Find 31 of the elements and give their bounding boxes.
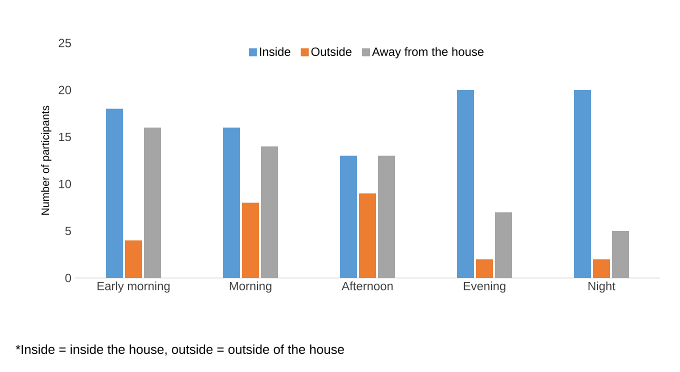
bar <box>223 128 240 278</box>
bar <box>495 212 512 278</box>
y-tick-label: 0 <box>65 274 72 282</box>
legend-label: Inside <box>260 47 290 56</box>
y-tick-label: 15 <box>59 132 71 142</box>
x-tick-label: Night <box>588 282 616 293</box>
y-tick-label: 10 <box>59 180 72 188</box>
x-tick-label: Morning <box>230 282 272 293</box>
bar <box>125 240 142 278</box>
bar <box>593 259 610 278</box>
y-axis-title: Number of participants <box>41 106 52 215</box>
bar <box>457 90 474 278</box>
bar <box>242 202 260 278</box>
x-tick-label: Early morning <box>98 282 170 293</box>
bar <box>340 156 358 278</box>
legend-label: Away from the house <box>372 47 484 58</box>
legend-label: Outside <box>311 47 352 56</box>
bar <box>359 193 376 278</box>
x-tick-label: Afternoon <box>342 282 393 290</box>
bar <box>144 128 161 278</box>
bar <box>378 156 395 278</box>
y-tick-label: 25 <box>58 38 71 48</box>
bar <box>574 90 592 278</box>
bar <box>106 108 124 278</box>
bar <box>612 231 629 278</box>
x-tick-label: Evening <box>464 282 506 293</box>
y-tick-label: 5 <box>65 226 71 236</box>
bar <box>260 146 278 278</box>
bar <box>476 259 494 278</box>
y-tick-label: 20 <box>58 86 72 94</box>
text: *Inside = inside the house, outside = outside of the house <box>16 344 344 356</box>
